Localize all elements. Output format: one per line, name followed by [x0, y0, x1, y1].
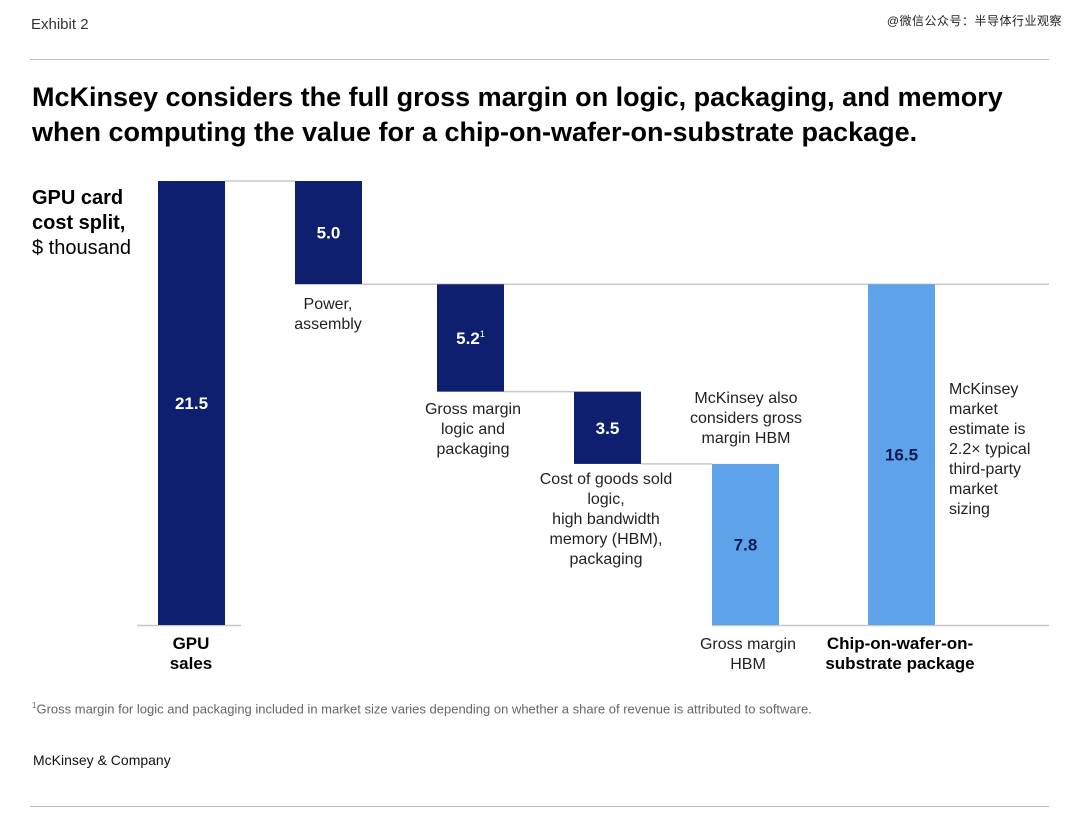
chart-title: McKinsey considers the full gross margin… [32, 82, 1003, 147]
footnote-marker: 1 [32, 701, 37, 710]
category-label-cogs-line: packaging [569, 551, 643, 568]
value-label-gpu-sales: 21.5 [175, 394, 208, 413]
bar-gross-margin-logic [437, 284, 504, 392]
value-label-gross-margin-hbm: 7.8 [734, 535, 758, 554]
category-label-gross-margin-logic-line: Gross margin [424, 401, 522, 418]
value-label-cowos: 16.5 [885, 446, 918, 465]
category-label-cogs-line: high bandwidth [552, 511, 660, 528]
unit-label-unit: $ thousand [32, 237, 131, 259]
value-label-power-assembly: 5.0 [317, 224, 341, 243]
category-label-cowos-line: Chip-on-wafer-on- [826, 634, 974, 653]
footnote-marker: 1 [480, 329, 485, 339]
bar-gpu-sales [158, 181, 225, 625]
bar-cogs [574, 391, 641, 464]
category-label-cowos-line: substrate package [825, 654, 975, 673]
annotation-market-note: McKinsey market estimate is 2.2× typical thi… [949, 380, 1059, 520]
bar-gross-margin-hbm [712, 463, 779, 625]
annotation-market-note-line: market [949, 481, 998, 498]
exhibit-label: Exhibit 2 [31, 16, 89, 33]
value-label-gross-margin-logic: 5.21 [456, 329, 485, 348]
footnote-text: Gross margin for logic and packaging inc… [36, 701, 812, 717]
annotation-market-note-line: 2.2× typical [949, 441, 1031, 458]
category-label-gross-margin-logic-line: packaging [436, 441, 510, 458]
annotation-market-note-line: sizing [949, 501, 990, 518]
annotation-market-note-line: third-party [949, 461, 1022, 478]
footnote: 1Gross margin for logic and packaging in… [32, 701, 812, 716]
brand-name: McKinsey & Company [33, 752, 171, 768]
watermark: @微信公众号：半导体行业观察 [886, 14, 1062, 28]
category-label-gross-margin-logic-line: logic and [440, 421, 506, 438]
unit-label-line2: cost split, [32, 212, 126, 234]
category-label-gross-margin-hbm-line: Gross margin [699, 636, 797, 653]
category-label-gpu-sales: GPU sales [131, 634, 251, 674]
category-label-cogs-line: Cost of goods sold [539, 471, 673, 488]
annotation-hbm-note-line: McKinsey also [694, 390, 798, 407]
annotation-hbm-note-line: considers gross [689, 410, 803, 427]
category-label-power-assembly-line: assembly [294, 316, 362, 333]
value-label-cogs: 3.5 [596, 419, 620, 438]
bar-power-assembly [295, 181, 362, 285]
top-divider [30, 59, 1049, 60]
category-label-gpu-sales-line: sales [169, 654, 213, 673]
category-label-cogs-line: memory (HBM), [549, 531, 663, 548]
bottom-divider [30, 806, 1049, 807]
annotation-market-note-line: market [949, 401, 998, 418]
annotation-hbm-note: McKinsey also considers gross margin HBM [676, 389, 816, 449]
category-label-gross-margin-hbm-line: HBM [730, 656, 766, 673]
annotation-market-note-line: McKinsey [949, 381, 1019, 398]
category-label-gross-margin-hbm: Gross margin HBM [683, 635, 813, 675]
category-label-cogs: Cost of goods sold logic, high bandwidth me… [526, 470, 686, 570]
category-label-gpu-sales-line: GPU [172, 634, 210, 653]
unit-label: GPU card cost split, $ thousand [32, 186, 131, 261]
category-label-cowos: Chip-on-wafer-on-substrate package [810, 634, 990, 674]
annotation-hbm-note-line: margin HBM [701, 430, 791, 447]
unit-label-line1: GPU card [32, 187, 124, 209]
category-label-gross-margin-logic: Gross margin logic and packaging [403, 400, 543, 460]
category-label-power-assembly-line: Power, [303, 296, 353, 313]
annotation-market-note-line: estimate is [949, 421, 1026, 438]
category-label-power-assembly: Power, assembly [268, 295, 388, 335]
bar-cowos [868, 284, 935, 625]
category-label-cogs-line: logic, [587, 491, 625, 508]
